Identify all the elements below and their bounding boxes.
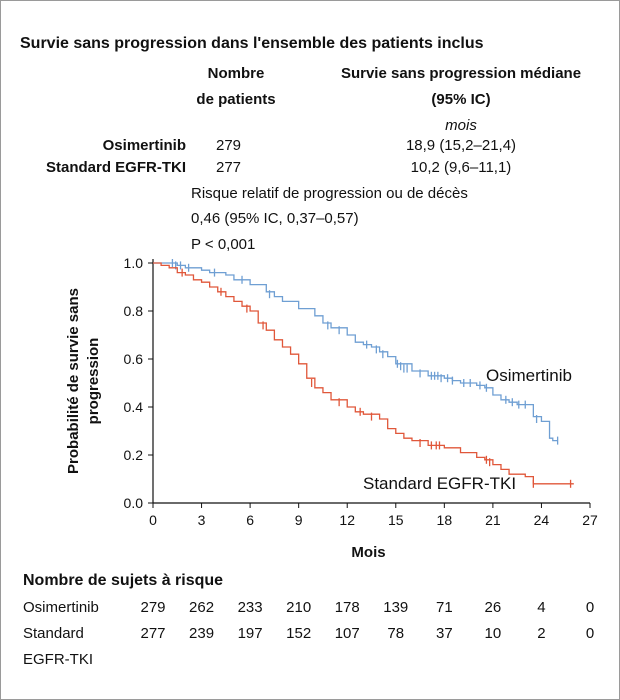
n-header-line1: Nombre [207, 65, 265, 82]
risk-count: 152 [286, 625, 312, 642]
group-median-osimertinib: 18,9 (15,2–21,4) [405, 137, 517, 154]
series-line-standard [153, 262, 574, 485]
figure-title: Survie sans progression dans l'ensemble … [20, 35, 484, 52]
group-name-osimertinib: Osimertinib [102, 137, 186, 154]
median-header-line1: Survie sans progression médiane [340, 65, 582, 82]
group-median-standard: 10,2 (9,6–11,1) [410, 159, 512, 176]
x-tick-label: 18 [437, 512, 453, 528]
risk-label-standard-line2: EGFR-TKI [23, 651, 93, 668]
y-tick-label: 0.8 [124, 303, 144, 319]
x-tick-label: 12 [339, 512, 355, 528]
x-axis-label: Mois [351, 544, 385, 561]
risk-count: 233 [237, 599, 263, 616]
km-chart: 0 3 6 9 12 15 18 21 24 27 0.0 0.2 0.4 0.6 0.8 1.0 Mois Pr… [65, 255, 598, 561]
risk-count: 78 [387, 625, 405, 642]
risk-label-osimertinib: Osimertinib [23, 599, 99, 616]
hazard-value: 0,46 (95% IC, 0,37–0,57) [191, 210, 359, 227]
x-tick-label: 6 [246, 512, 254, 528]
group-n-standard: 277 [216, 159, 242, 176]
risk-count: 10 [484, 625, 502, 642]
risk-count: 210 [286, 599, 312, 616]
risk-count: 262 [189, 599, 215, 616]
y-tick-label: 0.4 [124, 399, 144, 415]
unit-label: mois [445, 117, 477, 134]
y-tick-label: 1.0 [124, 255, 144, 271]
risk-title: Nombre de sujets à risque [23, 572, 224, 589]
p-value: P < 0,001 [191, 236, 256, 253]
group-n-osimertinib: 279 [216, 137, 242, 154]
risk-count: 178 [334, 599, 360, 616]
x-tick-label: 9 [295, 512, 303, 528]
risk-count: 71 [435, 599, 453, 616]
risk-count: 0 [585, 599, 595, 616]
x-tick-label: 3 [198, 512, 206, 528]
x-tick-label: 21 [485, 512, 501, 528]
y-axis-label-line2: progression [85, 338, 102, 425]
y-tick-label: 0.0 [124, 495, 144, 511]
risk-count: 37 [435, 625, 453, 642]
risk-count: 277 [140, 625, 166, 642]
series-label-osimertinib: Osimertinib [486, 366, 572, 385]
x-tick-label: 27 [582, 512, 598, 528]
risk-count: 107 [334, 625, 360, 642]
risk-count: 4 [537, 599, 546, 616]
group-name-standard: Standard EGFR-TKI [45, 159, 186, 176]
x-tick-label: 15 [388, 512, 404, 528]
series-line-osimertinib [153, 262, 558, 442]
risk-count: 239 [189, 625, 215, 642]
risk-count: 0 [585, 625, 595, 642]
series-label-standard: Standard EGFR-TKI [363, 474, 516, 493]
y-tick-label: 0.6 [124, 351, 144, 367]
risk-label-standard: Standard [23, 625, 84, 642]
risk-count: 2 [537, 625, 546, 642]
y-axis-label-line1: Probabilité de survie sans [65, 288, 82, 474]
x-tick-label: 24 [534, 512, 550, 528]
median-header-line2: (95% IC) [431, 91, 491, 108]
risk-count: 26 [484, 599, 502, 616]
risk-count: 279 [140, 599, 166, 616]
n-header-line2: de patients [196, 91, 276, 108]
x-tick-label: 0 [149, 512, 157, 528]
hazard-label: Risque relatif de progression ou de décè… [191, 185, 468, 202]
y-tick-label: 0.2 [124, 447, 144, 463]
risk-count: 139 [383, 599, 409, 616]
risk-count: 197 [237, 625, 263, 642]
